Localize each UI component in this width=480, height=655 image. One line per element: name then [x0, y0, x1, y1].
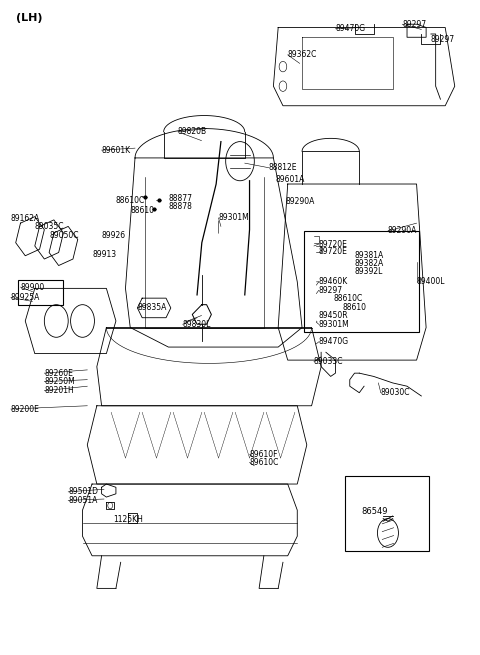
Text: 89450R: 89450R — [319, 311, 348, 320]
Bar — [304, 231, 419, 332]
Text: 89050C: 89050C — [49, 231, 79, 240]
Text: 89162A: 89162A — [11, 214, 40, 223]
Text: 89610F: 89610F — [250, 450, 278, 459]
Text: 88812E: 88812E — [269, 163, 297, 172]
Bar — [18, 280, 63, 305]
Text: 89501D: 89501D — [68, 487, 98, 496]
Text: 89301M: 89301M — [319, 320, 349, 329]
Text: 88878: 88878 — [168, 202, 192, 212]
Text: 89035C: 89035C — [35, 222, 64, 231]
Text: 89720E: 89720E — [319, 247, 348, 255]
Text: 89382A: 89382A — [355, 259, 384, 268]
Text: 86549: 86549 — [362, 507, 388, 516]
Text: 89470G: 89470G — [319, 337, 349, 346]
Text: 89926: 89926 — [102, 231, 126, 240]
Text: 89900: 89900 — [21, 282, 45, 291]
Text: 89201H: 89201H — [44, 386, 74, 395]
Text: 89030C: 89030C — [381, 388, 410, 397]
Text: 89400L: 89400L — [417, 277, 445, 286]
Text: 89297: 89297 — [319, 286, 343, 295]
Text: 89200E: 89200E — [11, 405, 40, 413]
Text: 88610: 88610 — [343, 303, 367, 312]
Text: 88610C: 88610C — [116, 196, 145, 205]
Text: 89610C: 89610C — [250, 458, 279, 467]
Text: 89835A: 89835A — [137, 303, 167, 312]
Text: 89260E: 89260E — [44, 369, 73, 378]
Text: 89033C: 89033C — [314, 357, 344, 366]
Text: 89720E: 89720E — [319, 240, 348, 248]
Text: 89297: 89297 — [431, 35, 455, 44]
Text: 89601A: 89601A — [276, 175, 305, 184]
Text: 89250M: 89250M — [44, 377, 75, 386]
Text: 89297: 89297 — [402, 20, 426, 29]
Text: 89830L: 89830L — [183, 320, 211, 329]
Text: 89362C: 89362C — [288, 50, 317, 60]
Text: 89820B: 89820B — [178, 127, 207, 136]
Text: 89301M: 89301M — [218, 214, 249, 223]
Text: 89925A: 89925A — [11, 293, 40, 302]
Text: 89392L: 89392L — [355, 267, 383, 276]
Text: 89290A: 89290A — [285, 197, 315, 206]
Text: 89913: 89913 — [92, 250, 116, 259]
Text: 89381A: 89381A — [355, 252, 384, 260]
Text: 89470G: 89470G — [336, 24, 366, 33]
Text: (LH): (LH) — [16, 12, 42, 23]
Text: 1125KH: 1125KH — [114, 515, 144, 525]
Text: 88610C: 88610C — [333, 294, 362, 303]
Text: 89290A: 89290A — [388, 227, 417, 235]
Text: 89601K: 89601K — [102, 145, 131, 155]
Text: 89460K: 89460K — [319, 277, 348, 286]
Text: 88610: 88610 — [130, 206, 154, 215]
Text: 88877: 88877 — [168, 194, 192, 203]
Text: 89051A: 89051A — [68, 496, 97, 505]
Bar — [345, 476, 429, 551]
